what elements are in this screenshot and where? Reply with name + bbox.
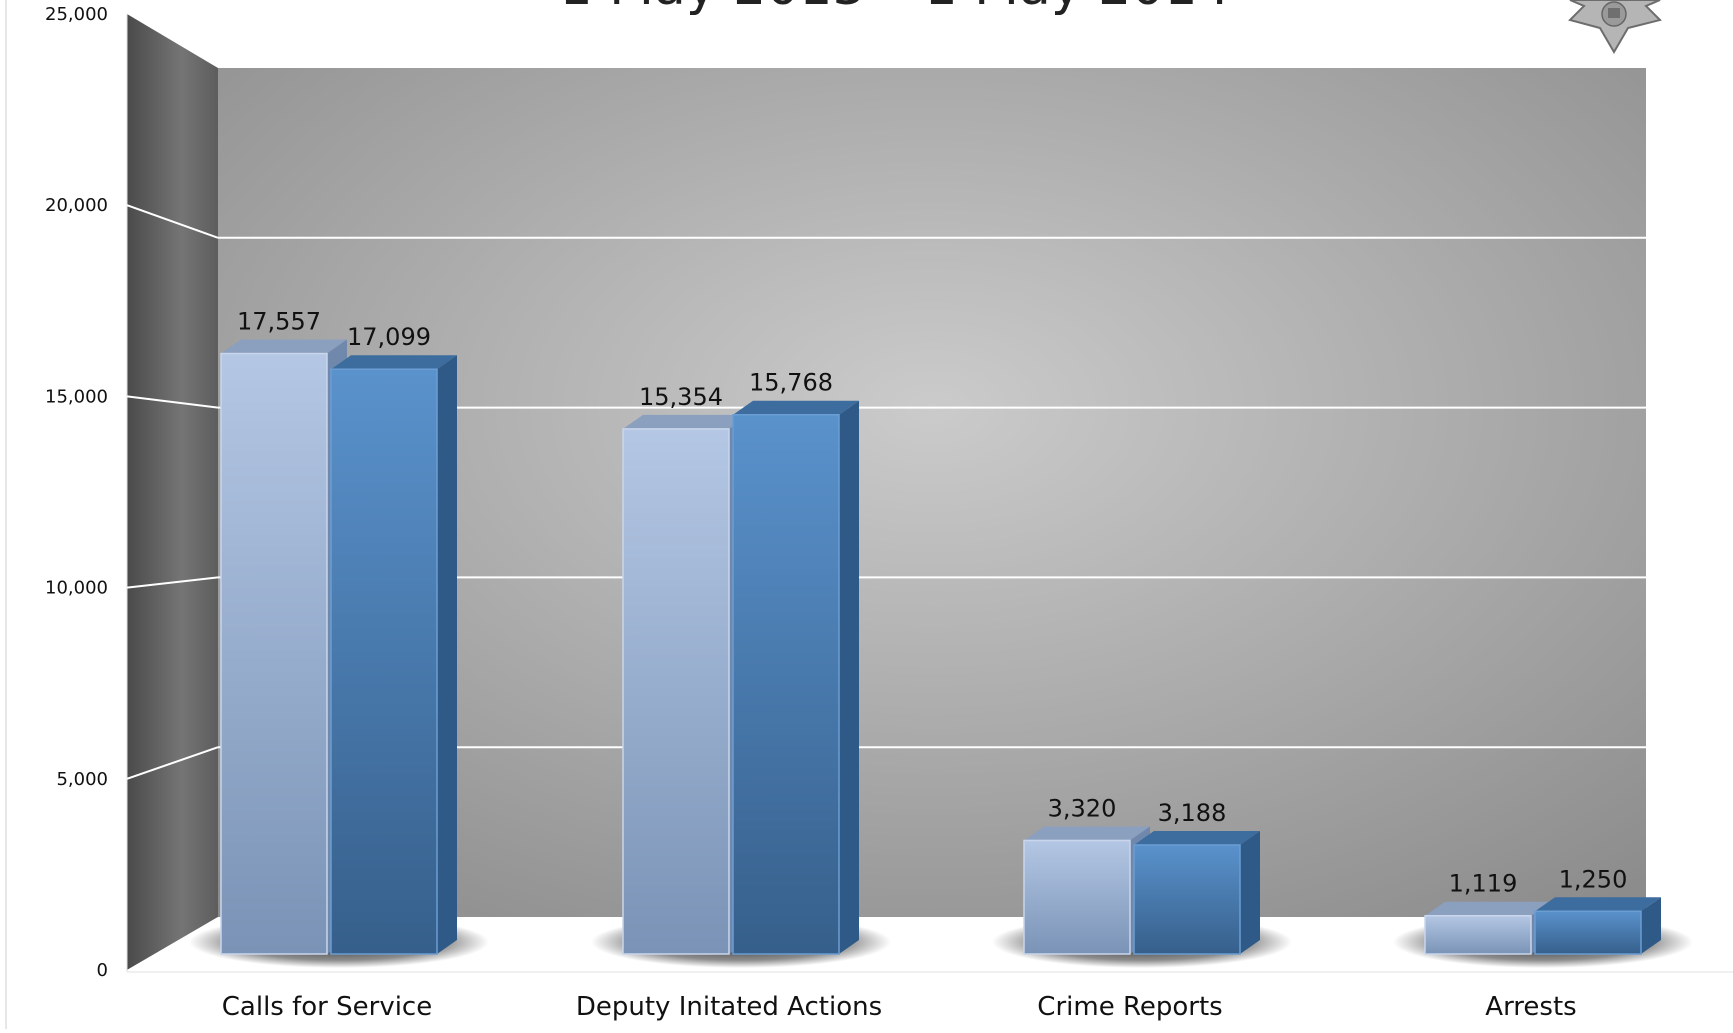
data-label: 3,188 bbox=[1158, 799, 1227, 827]
bar-top bbox=[1134, 830, 1260, 845]
data-label: 17,099 bbox=[347, 323, 431, 351]
y-tick-label: 10,000 bbox=[45, 578, 108, 599]
bars bbox=[220, 339, 1661, 955]
bar bbox=[622, 428, 730, 955]
x-category-label: Crime Reports bbox=[1037, 992, 1222, 1022]
bar-top bbox=[1024, 826, 1150, 841]
bar-top bbox=[733, 400, 859, 415]
gridline-side bbox=[126, 746, 219, 780]
bar-side bbox=[1641, 897, 1661, 954]
x-axis-labels: Calls for Service Deputy Initated Actions… bbox=[222, 992, 1577, 1022]
data-label: 1,250 bbox=[1559, 865, 1628, 893]
data-label: 17,557 bbox=[237, 308, 321, 336]
y-tick-label: 0 bbox=[97, 960, 108, 981]
x-category-label: Arrests bbox=[1485, 992, 1576, 1022]
x-category-label: Deputy Initated Actions bbox=[576, 992, 882, 1022]
bar bbox=[220, 352, 328, 955]
bar-top bbox=[331, 355, 457, 370]
bar-top bbox=[623, 414, 749, 429]
gridline-side bbox=[126, 395, 219, 409]
bar bbox=[1534, 910, 1642, 955]
bar-side bbox=[839, 400, 859, 955]
chart-floor bbox=[127, 917, 1733, 970]
data-label: 3,320 bbox=[1048, 794, 1117, 822]
gridline-side bbox=[126, 204, 219, 239]
y-axis-ticks: 0 5,000 10,000 15,000 20,000 25,000 bbox=[45, 4, 108, 981]
y-tick-label: 20,000 bbox=[45, 195, 108, 216]
gridline-side bbox=[126, 576, 219, 589]
bar bbox=[732, 413, 840, 955]
chart-title-text: 1 May 2013 – 1 May 2014 bbox=[559, 0, 1230, 17]
bar-top bbox=[1535, 897, 1661, 912]
chart-title: 1 May 2013 – 1 May 2014 bbox=[559, 0, 1230, 17]
y-tick-label: 15,000 bbox=[45, 386, 108, 407]
bar bbox=[1023, 839, 1131, 955]
x-category-label: Calls for Service bbox=[222, 992, 432, 1022]
bar bbox=[1133, 844, 1241, 955]
bar bbox=[1424, 914, 1532, 955]
y-tick-label: 25,000 bbox=[45, 4, 108, 25]
chart-side-wall bbox=[127, 14, 218, 970]
bar-side bbox=[437, 355, 457, 954]
sheriff-badge-icon bbox=[1568, 0, 1662, 54]
bar-side bbox=[1240, 830, 1260, 954]
y-tick-label: 5,000 bbox=[56, 769, 108, 790]
data-label: 15,354 bbox=[639, 383, 723, 411]
data-labels: 17,557 17,099 15,354 15,768 3,320 3,188 1,119 1… bbox=[237, 308, 1627, 898]
data-label: 15,768 bbox=[749, 369, 833, 397]
bar-top bbox=[221, 339, 347, 354]
bar-top bbox=[1425, 901, 1551, 916]
bar bbox=[330, 368, 438, 955]
data-label: 1,119 bbox=[1449, 870, 1518, 898]
